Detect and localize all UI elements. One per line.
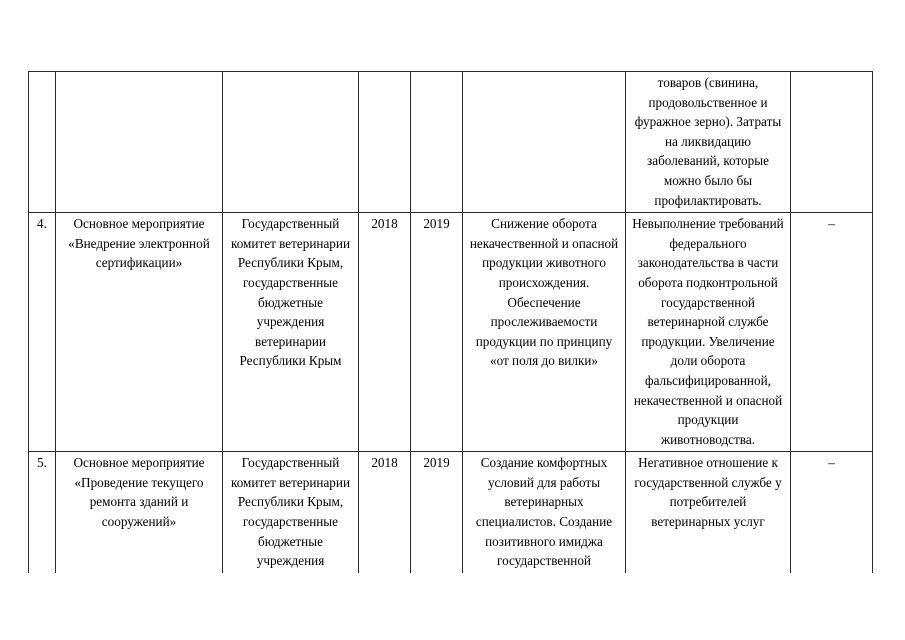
table-row: 4. Основное мероприятие «Внедрение элект… [28,212,873,453]
cell-row-number [28,71,56,214]
cell-row-number: 5. [28,451,56,573]
cell-start-year: 2018 [358,212,411,453]
cell-executor: Государственный комитет ветеринарии Респ… [222,212,359,453]
table-body: товаров (свинина, продовольственное и фу… [28,71,873,573]
cell-measure-name [55,71,223,214]
cell-end-year: 2019 [410,212,463,453]
cell-expected-result [462,71,626,214]
cell-link [790,71,873,214]
cell-expected-result: Создание комфортных условий для работы в… [462,451,626,573]
program-measures-table: товаров (свинина, продовольственное и фу… [28,71,873,573]
cell-risk-consequences: товаров (свинина, продовольственное и фу… [625,71,791,214]
cell-end-year: 2019 [410,451,463,573]
cell-risk-consequences: Негативное отношение к государственной с… [625,451,791,573]
cell-row-number: 4. [28,212,56,453]
cell-executor [222,71,359,214]
cell-executor: Государственный комитет ветеринарии Респ… [222,451,359,573]
table-row: 5. Основное мероприятие «Проведение теку… [28,451,873,573]
cell-expected-result: Снижение оборота некачественной и опасно… [462,212,626,453]
table-row: товаров (свинина, продовольственное и фу… [28,71,873,214]
cell-link: – [790,451,873,573]
cell-risk-consequences: Невыполнение требований федерального зак… [625,212,791,453]
cell-measure-name: Основное мероприятие «Внедрение электрон… [55,212,223,453]
table-viewport: товаров (свинина, продовольственное и фу… [28,71,873,573]
cell-measure-name: Основное мероприятие «Проведение текущег… [55,451,223,573]
cell-start-year: 2018 [358,451,411,573]
cell-start-year [358,71,411,214]
cell-link: – [790,212,873,453]
cell-end-year [410,71,463,214]
